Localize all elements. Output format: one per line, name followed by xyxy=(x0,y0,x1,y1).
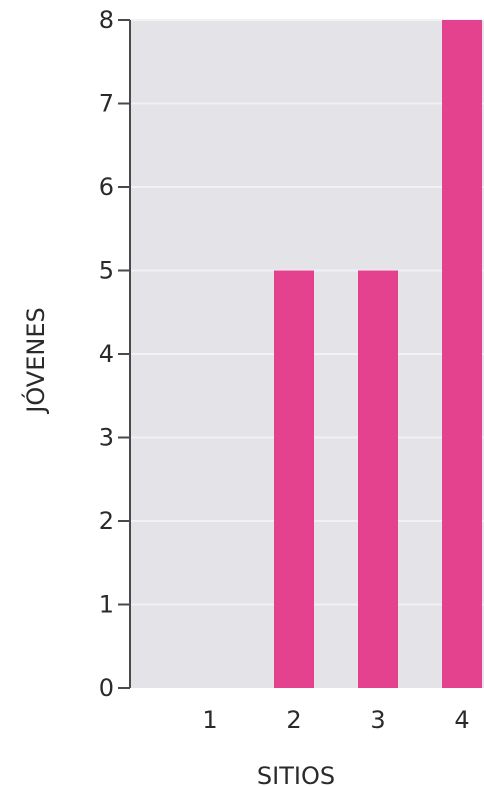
x-tick-label: 2 xyxy=(286,706,301,734)
y-tick-label: 4 xyxy=(99,340,114,368)
x-tick-label: 1 xyxy=(202,706,217,734)
bar-3 xyxy=(358,271,398,689)
y-axis: 0 1 2 3 4 5 6 7 8 xyxy=(99,6,130,702)
x-tick-label: 4 xyxy=(454,706,469,734)
bar-4 xyxy=(442,20,482,688)
y-tick-label: 5 xyxy=(99,257,114,285)
y-axis-title: JÓVENES xyxy=(20,307,50,414)
y-tick-label: 0 xyxy=(99,674,114,702)
x-axis: 1 2 3 4 xyxy=(202,706,469,734)
y-tick-label: 3 xyxy=(99,424,114,452)
y-tick-label: 6 xyxy=(99,173,114,201)
y-tick-label: 1 xyxy=(99,591,114,619)
y-tick-label: 7 xyxy=(99,90,114,118)
x-axis-title: SITIOS xyxy=(257,762,335,786)
y-tick-label: 2 xyxy=(99,507,114,535)
x-tick-label: 3 xyxy=(370,706,385,734)
y-tick-label: 8 xyxy=(99,6,114,34)
bar-2 xyxy=(274,271,314,689)
